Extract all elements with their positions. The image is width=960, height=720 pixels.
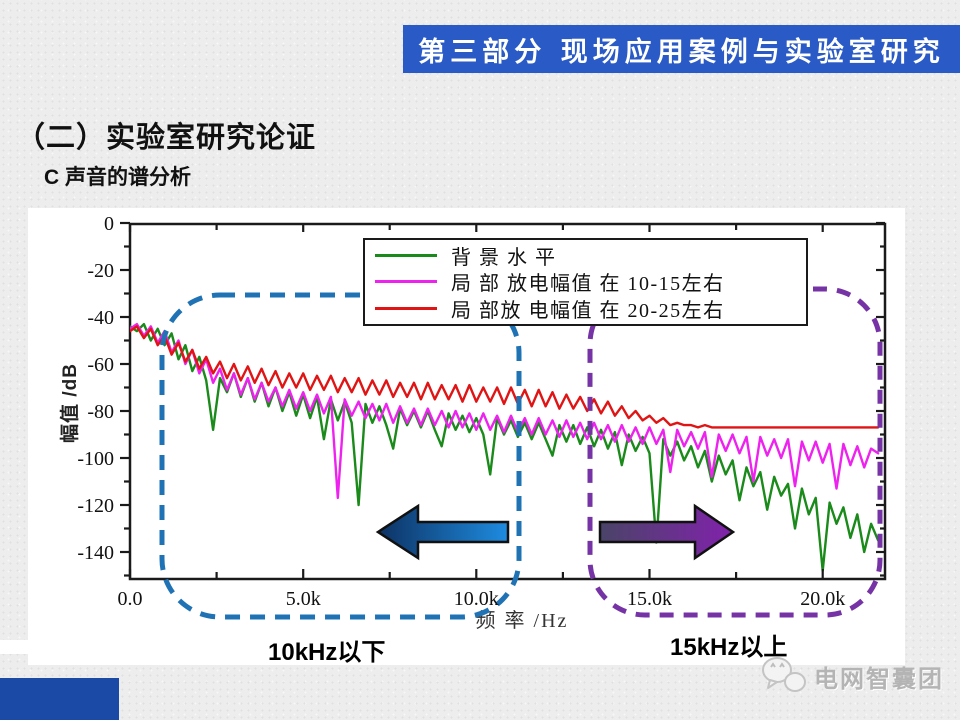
chart-panel: 频 率 /Hz 幅值 /dB 0.0 5.0k 10.0k 15.0k 20.0k 0 -2… [28, 208, 905, 665]
section-banner-text: 第三部分 现场应用案例与实验室研究 [418, 36, 945, 68]
legend-label: 背 景 水 平 [451, 246, 557, 269]
tick-label: -100 [77, 448, 114, 470]
plot-frame [128, 222, 887, 581]
annotation-above-15khz: 15kHz以上 [670, 634, 788, 661]
x-axis-label: 频 率 /Hz [476, 609, 569, 632]
tick-label: -80 [87, 401, 114, 423]
right-arrow [598, 503, 736, 561]
tick-label: 5.0k [286, 588, 321, 610]
tick-label: 0.0 [118, 588, 143, 610]
legend-item-pd-10-15: 局 部 放电幅值 在 10-15左右 [371, 269, 800, 295]
series-line [130, 322, 880, 572]
chart-legend: 背 景 水 平 局 部 放电幅值 在 10-15左右 局 部放 电幅值 在 20… [363, 238, 808, 326]
wechat-icon [762, 657, 806, 692]
curve-group [130, 322, 880, 572]
annotation-below-10khz: 10kHz以下 [268, 639, 386, 666]
high-frequency-region-box [587, 286, 883, 618]
legend-item-background: 背 景 水 平 [371, 242, 800, 269]
tick-label: 10.0k [454, 588, 499, 610]
low-frequency-region-box [159, 292, 522, 620]
tick-label: -60 [87, 354, 114, 376]
tick-label: 15.0k [627, 588, 672, 610]
page-subtitle: C 声音的谱分析 [44, 166, 191, 189]
footer-brand: 电网智囊团 [758, 654, 944, 698]
legend-line-magenta [375, 280, 437, 284]
footer-brand-text: 电网智囊团 [814, 665, 944, 693]
tick-label: -40 [87, 307, 114, 329]
tick-label: -120 [77, 495, 114, 517]
legend-line-green [375, 253, 437, 257]
bottom-left-white-strip [0, 640, 87, 654]
series-line [130, 322, 880, 500]
spectrum-chart: 频 率 /Hz 幅值 /dB 0.0 5.0k 10.0k 15.0k 20.0k 0 -2… [58, 213, 887, 632]
legend-line-red [375, 307, 437, 311]
tick-label: 0 [104, 213, 114, 235]
section-banner: 第三部分 现场应用案例与实验室研究 [403, 25, 960, 73]
legend-item-pd-20-25: 局 部放 电幅值 在 20-25左右 [371, 296, 800, 322]
page-title: （二）实验室研究论证 [16, 122, 317, 154]
bottom-left-blue-block [0, 678, 119, 720]
tick-label: -140 [77, 542, 114, 564]
left-arrow [375, 503, 510, 561]
y-axis-label: 幅值 /dB [58, 363, 81, 443]
tick-label: 20.0k [800, 588, 845, 610]
series-line [130, 325, 880, 429]
legend-label: 局 部 放电幅值 在 10-15左右 [451, 273, 725, 296]
tick-label: -20 [87, 260, 114, 282]
legend-label: 局 部放 电幅值 在 20-25左右 [451, 300, 725, 323]
